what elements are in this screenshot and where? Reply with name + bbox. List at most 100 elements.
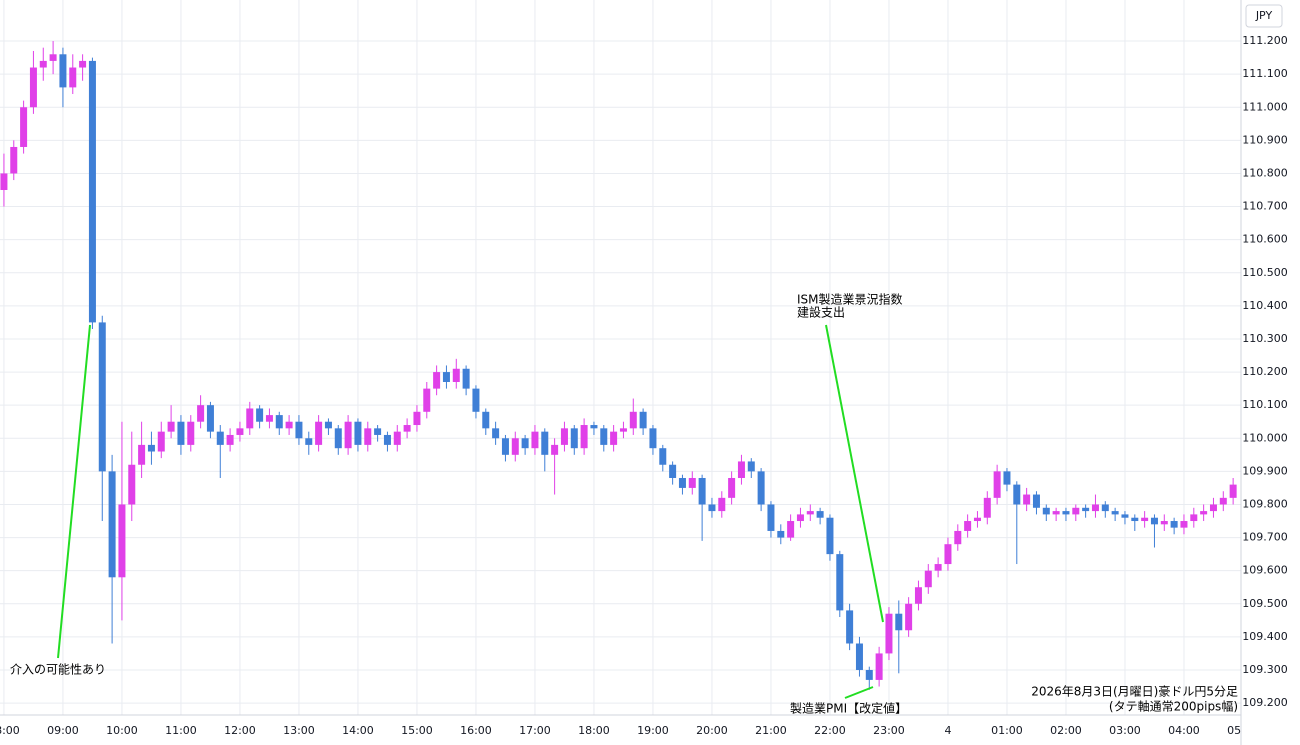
x-tick-label: 14:00 (342, 724, 374, 737)
y-tick-label: 110.200 (1242, 365, 1288, 378)
candle-body (88, 60, 96, 323)
candle-body (1150, 517, 1158, 525)
y-tick-label: 109.900 (1242, 464, 1288, 477)
y-tick-label: 110.600 (1242, 233, 1288, 246)
annotation: 建設支出 (797, 305, 845, 320)
candle-body (905, 603, 913, 631)
candle-body (1091, 504, 1099, 512)
candle-body (1042, 507, 1050, 515)
candle-body (295, 421, 303, 439)
candle-body (138, 444, 146, 465)
candle-body (69, 67, 77, 88)
x-tick-label: 03:00 (1109, 724, 1141, 737)
candles (0, 41, 1237, 690)
y-tick-label: 110.500 (1242, 266, 1288, 279)
candle-body (187, 421, 195, 445)
candle-body (767, 504, 775, 531)
annotation-line (57, 324, 91, 659)
y-tick-label: 109.500 (1242, 597, 1288, 610)
candle-body (1052, 511, 1060, 515)
y-tick-label: 109.600 (1242, 564, 1288, 577)
candle-body (413, 411, 421, 426)
candle-body (216, 431, 224, 445)
candle-body (423, 388, 431, 412)
x-tick-label: 19:00 (637, 724, 669, 737)
candle-body (1160, 521, 1168, 525)
y-tick-label: 111.000 (1242, 100, 1288, 113)
y-tick-label: 110.900 (1242, 133, 1288, 146)
candle-body (570, 428, 578, 449)
candle-body (118, 504, 126, 578)
candle-body (934, 564, 942, 571)
candle-body (98, 322, 106, 472)
candle-body (1023, 494, 1031, 505)
candle-body (1180, 521, 1188, 528)
candle-body (875, 653, 883, 680)
candle-body (895, 613, 903, 631)
candle-body (59, 54, 67, 88)
candle-body (334, 428, 342, 449)
candle-body (600, 428, 608, 445)
candle-body (787, 521, 795, 538)
candle-body (1141, 517, 1149, 522)
candle-body (580, 425, 588, 449)
candle-body (914, 587, 922, 604)
candle-body (364, 428, 372, 445)
candle-body (177, 421, 185, 445)
x-tick-label: 4 (944, 724, 951, 737)
candle-body (403, 425, 411, 432)
candle-body (698, 477, 706, 505)
x-tick-label: 23:00 (873, 724, 905, 737)
x-tick-label: 08:00 (0, 724, 20, 737)
candle-body (1121, 514, 1129, 518)
candle-body (777, 530, 785, 538)
candle-body (265, 415, 273, 422)
candle-body (197, 405, 205, 422)
y-tick-label: 110.800 (1242, 166, 1288, 179)
candle-body (551, 444, 559, 455)
y-tick-label: 109.200 (1242, 696, 1288, 709)
candle-body (1101, 504, 1109, 512)
footnote: (タテ軸通常200pips幅) (1109, 699, 1238, 714)
annotation: ISM製造業景況指数 (797, 292, 903, 307)
y-tick-label: 111.200 (1242, 34, 1288, 47)
currency-box (1245, 4, 1283, 28)
candle-body (226, 434, 234, 445)
candle-body (49, 54, 57, 61)
candle-body (452, 368, 460, 382)
candle-body (1032, 494, 1040, 508)
candle-body (796, 514, 804, 522)
x-tick-label: 05:00 (1227, 724, 1259, 737)
candle-body (246, 408, 254, 429)
candle-body (629, 411, 637, 429)
candle-body (344, 421, 352, 449)
candle-body (610, 431, 618, 445)
candle-body (157, 431, 165, 452)
candle-body (826, 517, 834, 555)
candle-body (1209, 504, 1217, 512)
candle-body (275, 415, 283, 429)
candle-body (501, 438, 509, 455)
candle-body (590, 425, 598, 429)
candle-body (1131, 517, 1139, 522)
x-tick-label: 04:00 (1168, 724, 1200, 737)
grid (0, 0, 1241, 715)
candle-body (433, 372, 441, 389)
y-tick-label: 109.700 (1242, 531, 1288, 544)
y-tick-label: 110.100 (1242, 398, 1288, 411)
candle-body (1190, 514, 1198, 522)
x-tick-label: 17:00 (519, 724, 551, 737)
candle-body (1111, 511, 1119, 515)
candle-body (1072, 507, 1080, 515)
candle-body (285, 421, 293, 429)
candle-body (128, 464, 136, 505)
candle-body (669, 464, 677, 478)
candle-body (79, 60, 87, 68)
candle-body (10, 146, 18, 174)
x-tick-label: 09:00 (47, 724, 79, 737)
candle-body (442, 372, 450, 382)
candle-body (924, 570, 932, 588)
y-tick-label: 109.400 (1242, 630, 1288, 643)
